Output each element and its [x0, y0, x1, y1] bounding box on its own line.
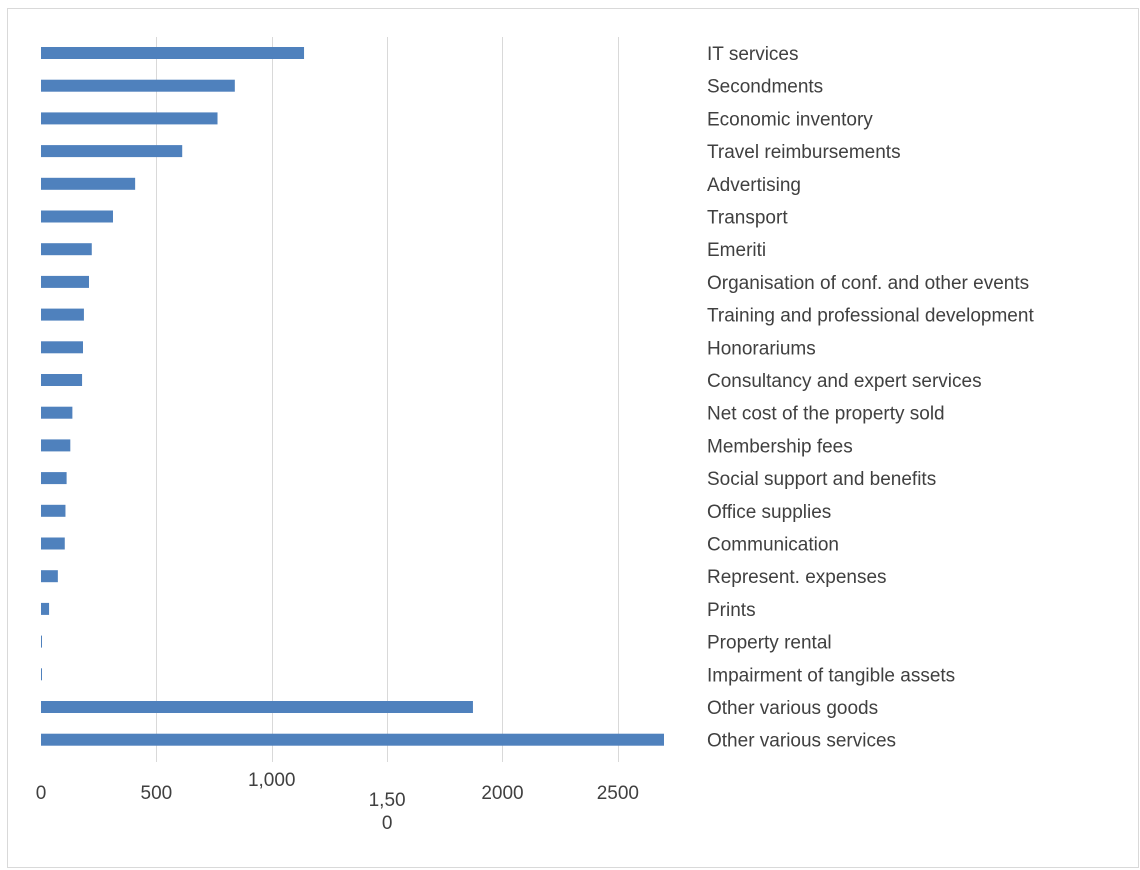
bar — [41, 79, 235, 92]
bar — [41, 243, 92, 256]
category-label: Consultancy and expert services — [707, 371, 982, 392]
bar — [41, 112, 218, 125]
x-tick-label-line: 0 — [382, 813, 393, 834]
bar — [41, 406, 73, 419]
category-label: Transport — [707, 208, 788, 229]
category-label: Impairment of tangible assets — [707, 665, 955, 686]
category-label: Organisation of conf. and other events — [707, 273, 1029, 294]
x-tick-label-line: 1,50 — [369, 790, 406, 811]
category-label: Emeriti — [707, 240, 766, 261]
category-label: Advertising — [707, 175, 801, 196]
x-tick-label: 0 — [36, 783, 47, 804]
category-label: Other various goods — [707, 698, 878, 719]
x-tick-label: 2000 — [481, 783, 523, 804]
x-tick-label: 1,50 0 — [369, 790, 406, 834]
category-label: Property rental — [707, 633, 832, 654]
category-label: Office supplies — [707, 502, 831, 523]
x-tick-label: 500 — [141, 783, 173, 804]
category-label: Other various services — [707, 731, 896, 752]
bar — [41, 537, 65, 550]
bar — [41, 504, 66, 517]
category-label: Travel reimbursements — [707, 142, 901, 163]
bar — [41, 275, 89, 288]
bar — [41, 570, 58, 583]
bar — [41, 472, 67, 485]
bar — [41, 635, 42, 648]
category-label: Social support and benefits — [707, 469, 936, 490]
category-label: Honorariums — [707, 338, 816, 359]
category-label: Represent. expenses — [707, 567, 887, 588]
bar — [41, 47, 305, 59]
category-label: Communication — [707, 535, 839, 556]
bar — [41, 308, 84, 321]
bar — [41, 701, 473, 713]
bar — [41, 341, 83, 354]
category-label: Secondments — [707, 77, 823, 98]
category-label: IT services — [707, 44, 799, 65]
category-label: Net cost of the property sold — [707, 404, 945, 425]
chart-frame — [7, 8, 1139, 868]
bar — [41, 439, 71, 452]
x-tick-label: 1,000 — [248, 770, 296, 791]
bar — [41, 602, 50, 615]
category-label: Training and professional development — [707, 306, 1034, 327]
bar — [41, 210, 113, 223]
bar — [41, 145, 183, 158]
category-label: Prints — [707, 600, 756, 621]
bar — [41, 668, 42, 681]
bar — [41, 733, 664, 746]
category-label: Economic inventory — [707, 109, 873, 130]
x-tick-label: 2500 — [597, 783, 639, 804]
bar — [41, 177, 136, 190]
category-label: Membership fees — [707, 436, 853, 457]
bar — [41, 374, 83, 386]
